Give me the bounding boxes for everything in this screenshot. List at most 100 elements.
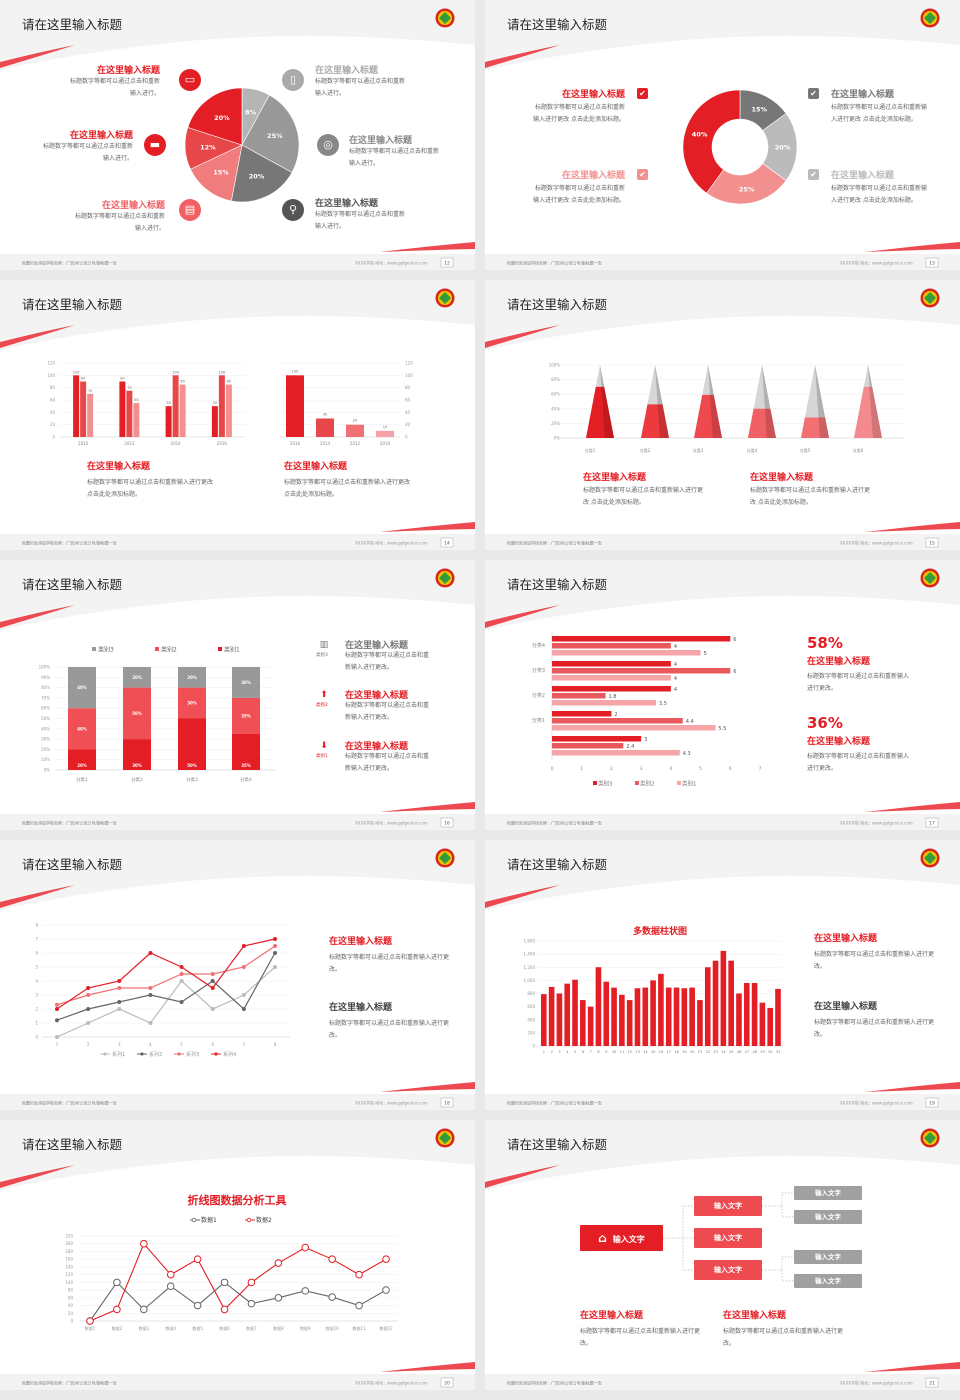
page-number-box <box>925 257 939 268</box>
section-body-text: 标题数字等都可以通过点击和重新输入进行更改。 <box>807 673 910 692</box>
header-band <box>485 0 960 70</box>
slide-title: 请在这里输入标题 <box>507 577 608 592</box>
line-analysis-chart: 折线图数据分析工具 0 20 40 60 80 100 120 140 160 180 200 220 数… <box>65 1193 398 1331</box>
footer-accent-swoosh <box>865 522 960 532</box>
bar <box>179 384 186 437</box>
footer-right-text: XXXX学院 网址：www.pptgenius.com <box>355 820 428 826</box>
data-point <box>86 1317 94 1325</box>
bar <box>728 960 734 1046</box>
slide-title: 请在这里输入标题 <box>22 1137 123 1152</box>
school-logo <box>920 1128 940 1148</box>
footer-band <box>0 1094 475 1110</box>
stacked-bar-segment <box>232 697 260 734</box>
slide-background: 15 标题栏处添加学校名称：广告词/公司口号/副标题一页 XXXX学院 网址：www… <box>485 280 960 550</box>
cone-side <box>815 365 829 438</box>
slide-4: 15 标题栏处添加学校名称：广告词/公司口号/副标题一页 XXXX学院 网址：www… <box>485 280 960 550</box>
section-body-text: 标题数字等都可以通过点击和重新输入进行。 <box>349 148 440 167</box>
footer-left-text: 标题栏处添加学校名称：广告词/公司口号/副标题一页 <box>507 260 602 266</box>
footer-right-text: XXXX学院 网址：www.pptgenius.com <box>840 260 913 266</box>
page-number-box <box>440 537 454 548</box>
x-tick-label: 23 <box>713 1050 717 1054</box>
legend-label: 类别2 <box>161 646 177 654</box>
slide-background: 13 标题栏处添加学校名称：广告词/公司口号/副标题一页 XXXX学院 网址：www… <box>485 0 960 270</box>
data-point <box>193 1301 202 1310</box>
footer-left-text: 标题栏处添加学校名称：广告词/公司口号/副标题一页 <box>507 540 602 546</box>
header-band <box>485 1120 960 1190</box>
checkbox-checked[interactable]: ✔ <box>637 169 648 180</box>
mid-node-label: 输入文字 <box>714 1202 742 1210</box>
mid-node[interactable]: 输入文字 <box>694 1228 762 1248</box>
bar-value-label: 3 <box>644 737 647 743</box>
bar <box>552 650 701 656</box>
bar-value-label: 100 <box>292 369 299 373</box>
y-tick-label: 100 <box>405 373 413 378</box>
checkbox-checked[interactable]: ✔ <box>808 169 819 180</box>
data-point <box>241 965 246 969</box>
x-tick-label: 14 <box>643 1050 648 1054</box>
leaf-node[interactable]: 输入文字 <box>794 1250 862 1264</box>
stacked-bar-chart: 0% 10% 20% 30% 40% 50% 60% 70% 80% 90% 100% 20% 40% 4… <box>39 646 275 783</box>
bar-value-label: 50 <box>213 401 217 405</box>
data-point <box>241 1007 246 1011</box>
mid-node[interactable]: 输入文字 <box>694 1196 762 1216</box>
root-node[interactable]: ⌂ 输入文字 <box>580 1225 663 1251</box>
y-tick-label: 30% <box>41 737 50 742</box>
leaf-node[interactable]: 输入文字 <box>794 1186 862 1200</box>
category-tag: 类别2 <box>316 703 328 708</box>
series-line <box>56 966 276 1038</box>
section-heading: 在这里输入标题 <box>329 937 393 947</box>
data-point <box>55 1007 59 1011</box>
slide-7: 18 标题栏处添加学校名称：广告词/公司口号/副标题一页 XXXX学院 网址：www… <box>0 840 475 1110</box>
y-tick-label: 分类2 <box>532 692 545 699</box>
y-tick-label: 40 <box>405 410 411 415</box>
x-tick-label: 11 <box>620 1050 624 1054</box>
mid-node[interactable]: 输入文字 <box>694 1260 762 1280</box>
bar <box>552 743 624 749</box>
y-tick-label: 120 <box>405 361 413 366</box>
header-accent-swoosh <box>0 45 75 68</box>
segment-label: 35% <box>241 713 251 718</box>
slide-5: 16 标题栏处添加学校名称：广告词/公司口号/副标题一页 XXXX学院 网址：www… <box>0 560 475 830</box>
x-tick-label: 0 <box>551 766 554 772</box>
cone-bar-shade <box>818 417 829 438</box>
bar <box>626 1000 633 1046</box>
footer-band <box>485 1374 960 1390</box>
x-tick-label: 分类6 <box>853 447 864 453</box>
bar <box>552 711 612 717</box>
section-heading: 在这里输入标题 <box>87 462 151 472</box>
bar <box>720 950 727 1046</box>
footer-band <box>0 1374 475 1390</box>
leaf-node[interactable]: 输入文字 <box>794 1274 862 1288</box>
y-tick-label: 60% <box>551 392 560 397</box>
data-point <box>328 1293 336 1301</box>
slice-label: 12% <box>200 144 216 152</box>
data-point <box>382 1286 390 1294</box>
y-tick-label: 0 <box>35 1035 38 1040</box>
section-body-text: 标题数字等都可以通过点击和重新输入进行更改 点击此处添加标题。 <box>750 487 871 506</box>
y-tick-label: 80 <box>50 385 56 390</box>
x-tick-label: 8 <box>597 1050 599 1054</box>
bar-value-label: 3.5 <box>659 701 667 707</box>
checkbox-checked[interactable]: ✔ <box>637 88 648 99</box>
stacked-bar-segment <box>178 718 206 770</box>
y-tick-label: 0 <box>70 1319 73 1324</box>
section-heading: 在这里输入标题 <box>315 199 379 209</box>
section-heading: 在这里输入标题 <box>814 1002 878 1012</box>
slide-title: 请在这里输入标题 <box>22 857 123 872</box>
school-logo <box>435 568 455 588</box>
segment-label: 50% <box>132 711 142 716</box>
footer-accent-swoosh <box>380 522 475 532</box>
data-point <box>166 1270 175 1279</box>
y-tick-label: 分类3 <box>532 667 545 674</box>
x-tick-label: 6 <box>729 766 732 772</box>
series-line <box>89 1281 387 1322</box>
y-tick-label: 60 <box>50 398 56 403</box>
leaf-node[interactable]: 输入文字 <box>794 1210 862 1224</box>
bar <box>736 993 742 1046</box>
y-tick-label: 0 <box>52 435 55 440</box>
section-body-text: 标题数字等都可以通过点击和重新输入进行更改 点击此处添加标题。 <box>533 104 625 123</box>
y-tick-label: 40 <box>50 410 56 415</box>
y-tick-label: 80 <box>405 385 411 390</box>
section-heading: 在这里输入标题 <box>315 66 379 76</box>
checkbox-checked[interactable]: ✔ <box>808 88 819 99</box>
